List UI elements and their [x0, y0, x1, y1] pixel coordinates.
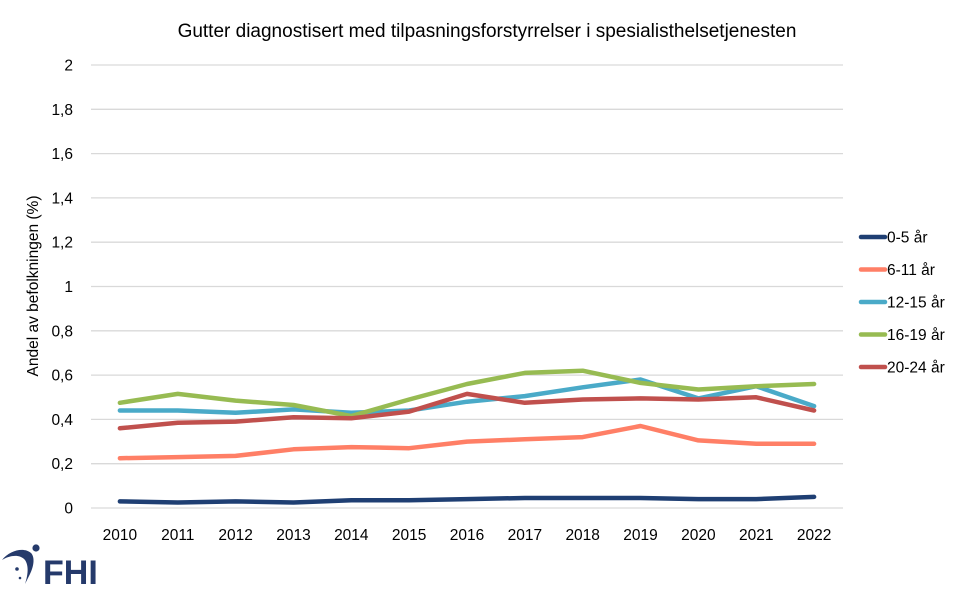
y-tick-label: 0,2 — [51, 456, 73, 473]
y-tick-label: 0,6 — [51, 368, 73, 385]
x-tick-label: 2017 — [508, 527, 542, 544]
x-tick-label: 2018 — [565, 527, 599, 544]
legend-item: 0-5 år — [858, 230, 928, 247]
y-tick-label: 1,8 — [51, 102, 73, 119]
x-tick-label: 2014 — [334, 527, 369, 544]
y-tick-label: 0,4 — [51, 412, 73, 429]
legend-label: 16-19 år — [887, 327, 945, 344]
x-tick-label: 2016 — [450, 527, 484, 544]
y-axis-label: Andel av befolkningen (%) — [25, 196, 42, 377]
chart-title: Gutter diagnostisert med tilpasningsfors… — [178, 21, 797, 42]
fhi-logo-text: FHI — [43, 554, 98, 592]
y-tick-label: 0 — [64, 501, 73, 518]
series-line-16-19-ar — [117, 368, 817, 419]
series-line-20-24-ar — [117, 391, 817, 431]
legend-item: 16-19 år — [858, 327, 945, 344]
y-tick-label: 1 — [64, 279, 73, 296]
x-tick-label: 2011 — [161, 527, 194, 544]
x-tick-label: 2013 — [276, 527, 310, 544]
x-tick-label: 2021 — [739, 527, 773, 544]
y-tick-label: 0,8 — [51, 323, 73, 340]
gridlines — [91, 64, 843, 509]
y-tick-label: 2 — [64, 58, 73, 75]
x-axis-ticks: 2010 2011 2012 2013 2014 2015 2016 2017 2018 2019… — [103, 527, 832, 544]
x-tick-label: 2012 — [218, 527, 252, 544]
legend-item: 12-15 år — [858, 295, 945, 312]
series-line-0-5-ar — [117, 494, 817, 505]
legend: 0-5 år 6-11 år 12-15 år 16-19 år 20-24 år — [858, 230, 945, 377]
legend-item: 6-11 år — [858, 262, 935, 279]
y-tick-label: 1,2 — [51, 235, 73, 252]
fhi-logo: FHI — [2, 544, 98, 592]
legend-label: 0-5 år — [887, 230, 928, 247]
x-tick-label: 2022 — [797, 527, 831, 544]
legend-label: 20-24 år — [887, 360, 945, 377]
x-tick-label: 2010 — [103, 527, 138, 544]
legend-label: 12-15 år — [887, 295, 945, 312]
y-axis-ticks: 0 0,2 0,4 0,6 0,8 1 1,2 1,4 1,6 1,8 2 — [51, 58, 73, 518]
x-tick-label: 2020 — [681, 527, 716, 544]
x-tick-label: 2019 — [623, 527, 657, 544]
series-lines — [117, 368, 817, 505]
legend-label: 6-11 år — [887, 262, 935, 279]
x-tick-label: 2015 — [392, 527, 426, 544]
series-line-6-11-ar — [117, 423, 817, 461]
y-tick-label: 1,4 — [51, 190, 73, 207]
legend-item: 20-24 år — [858, 360, 945, 377]
fhi-logo-icon — [2, 544, 40, 584]
y-tick-label: 1,6 — [51, 146, 73, 163]
